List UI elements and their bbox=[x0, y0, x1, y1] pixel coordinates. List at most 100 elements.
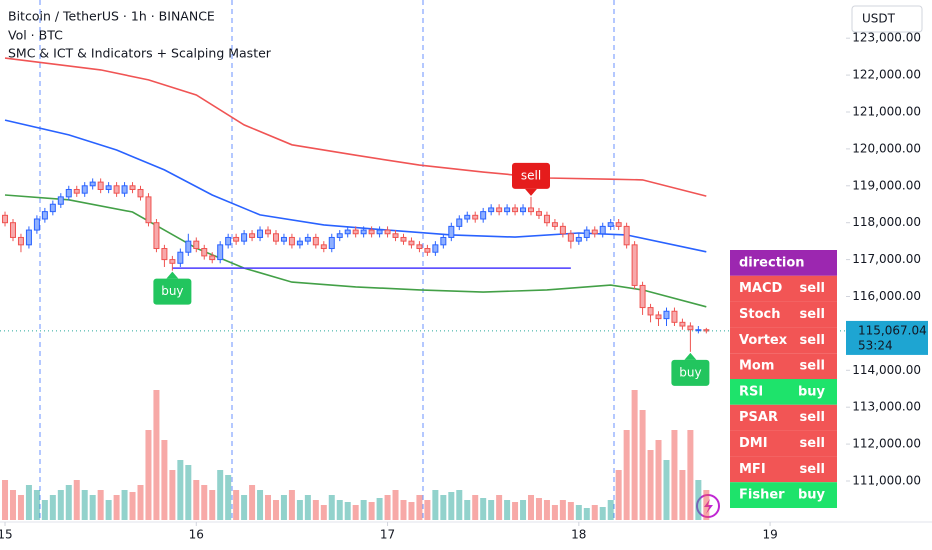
volume-bar bbox=[528, 495, 535, 520]
volume-bar bbox=[336, 500, 343, 520]
candle-body bbox=[679, 321, 686, 327]
y-tick-label: 113,000.00 bbox=[852, 400, 921, 414]
volume-bar bbox=[543, 500, 550, 520]
volume-bar bbox=[89, 495, 96, 520]
y-tick-label: 117,000.00 bbox=[852, 252, 921, 266]
volume-bar bbox=[288, 490, 295, 520]
volume-bar bbox=[328, 495, 335, 520]
candle-body bbox=[272, 233, 279, 242]
volume-bar bbox=[408, 502, 415, 520]
candle-body bbox=[41, 211, 48, 220]
signal-box bbox=[512, 162, 551, 189]
table-header bbox=[730, 250, 837, 276]
indicator-name: Mom bbox=[739, 359, 774, 374]
volume-bar bbox=[400, 500, 407, 520]
volume-bar bbox=[113, 495, 120, 520]
candle-body bbox=[488, 207, 495, 213]
volume-bar bbox=[304, 495, 311, 520]
volume-bar bbox=[41, 500, 48, 520]
volume-bar bbox=[241, 495, 248, 520]
signal-box bbox=[671, 359, 710, 386]
table-row bbox=[730, 379, 837, 405]
volume-bar bbox=[257, 490, 264, 520]
volume-bar bbox=[9, 490, 16, 520]
candle-body bbox=[456, 218, 463, 227]
candle-body bbox=[543, 214, 550, 224]
candle-body bbox=[129, 185, 136, 190]
signal-label: sell bbox=[521, 168, 541, 182]
indicator-name: MACD bbox=[739, 281, 783, 296]
volume-bar bbox=[663, 460, 670, 520]
candle-body bbox=[607, 222, 614, 227]
candle-body bbox=[520, 207, 527, 213]
candle-body bbox=[368, 229, 375, 235]
volume-bar bbox=[687, 430, 694, 520]
volume-bar bbox=[480, 498, 487, 520]
indicator-name: Stoch bbox=[739, 307, 780, 322]
candle-body bbox=[89, 181, 96, 187]
candle-body bbox=[249, 233, 256, 238]
volume-bar bbox=[496, 495, 503, 520]
y-tick-label: 122,000.00 bbox=[852, 68, 921, 82]
candle-body bbox=[416, 244, 423, 250]
currency-label[interactable]: USDT bbox=[862, 12, 896, 26]
indicator-name: MFI bbox=[739, 462, 766, 477]
volume-bar bbox=[217, 470, 224, 520]
volume-bar bbox=[448, 492, 455, 520]
volume-bar bbox=[655, 440, 662, 520]
y-tick-label: 112,000.00 bbox=[852, 437, 921, 451]
volume-bar bbox=[583, 508, 590, 520]
volume-bar bbox=[464, 500, 471, 520]
volume-bar bbox=[33, 490, 40, 520]
candle-body bbox=[623, 225, 630, 246]
y-tick-label: 119,000.00 bbox=[852, 178, 921, 192]
candle-body bbox=[193, 240, 200, 250]
x-tick-label: 18 bbox=[571, 528, 586, 542]
indicator-title: SMC & ICT & Indicators + Scalping Master bbox=[8, 46, 272, 61]
candle-body bbox=[17, 236, 24, 246]
candle-body bbox=[408, 240, 415, 246]
candle-body bbox=[145, 196, 152, 224]
candle-body bbox=[328, 236, 335, 250]
last-price-label: 115,067.04 bbox=[858, 323, 927, 337]
volume-bar bbox=[360, 500, 367, 520]
volume-bar bbox=[504, 500, 511, 520]
candle-body bbox=[535, 211, 542, 216]
indicator-signal: buy bbox=[798, 384, 826, 399]
currency-button[interactable] bbox=[851, 5, 923, 33]
volume-bar bbox=[129, 492, 136, 520]
candle-body bbox=[121, 185, 128, 194]
signal-pointer bbox=[166, 271, 179, 279]
volume-bar bbox=[272, 500, 279, 520]
candle-body bbox=[671, 310, 678, 323]
candle-body bbox=[33, 218, 40, 231]
volume-bar bbox=[209, 490, 216, 520]
volume-bar bbox=[97, 490, 104, 520]
volume-bar bbox=[671, 430, 678, 520]
volume-bar bbox=[392, 490, 399, 520]
volume-bar bbox=[535, 498, 542, 520]
volume-bar bbox=[2, 480, 9, 520]
candle-body bbox=[312, 236, 319, 246]
candle-body bbox=[639, 284, 646, 309]
candle-body bbox=[304, 236, 311, 242]
volume-bar bbox=[153, 390, 160, 520]
table-row bbox=[730, 430, 837, 457]
candle-body bbox=[384, 229, 391, 235]
volume-bar bbox=[320, 505, 327, 520]
volume-bar bbox=[599, 507, 606, 520]
countdown-label: 53:24 bbox=[858, 338, 893, 352]
volume-bar bbox=[57, 490, 64, 520]
x-tick-label: 15 bbox=[0, 528, 13, 542]
candle-body bbox=[288, 236, 295, 246]
volume-bar bbox=[312, 500, 319, 520]
candle-body bbox=[400, 236, 407, 242]
candle-body bbox=[352, 229, 359, 235]
volume-bar bbox=[631, 390, 638, 520]
table-row bbox=[730, 327, 837, 354]
candle-body bbox=[185, 240, 192, 253]
table-row bbox=[730, 404, 837, 431]
candle-body bbox=[687, 325, 694, 331]
indicator-name: Vortex bbox=[739, 333, 788, 348]
